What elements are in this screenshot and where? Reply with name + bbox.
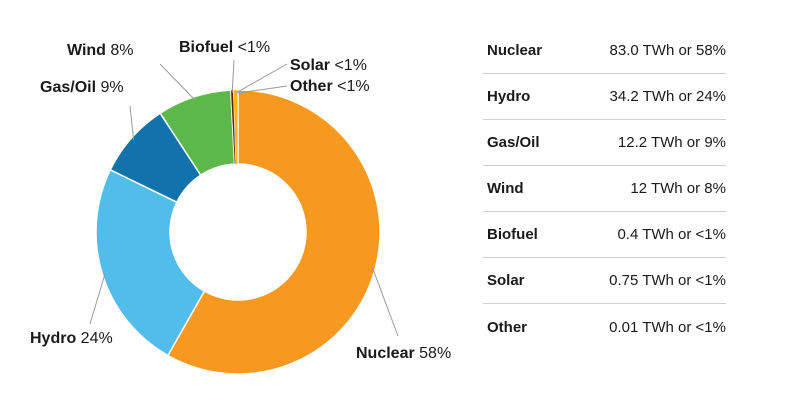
slice-label-nuclear: Nuclear 58%	[356, 345, 451, 362]
table-row-value: 83.0 TWh or 58%	[609, 42, 726, 59]
slice-label-gas-oil: Gas/Oil 9%	[40, 79, 124, 96]
slice-label-solar: Solar <1%	[290, 57, 367, 74]
slice-label-percent: <1%	[330, 57, 367, 74]
table-row-solar: Solar 0.75 TWh or <1%	[483, 258, 726, 304]
table-row-wind: Wind 12 TWh or 8%	[483, 166, 726, 212]
slice-hydro	[95, 168, 206, 357]
slice-label-biofuel: Biofuel <1%	[179, 39, 270, 56]
leader-line-other	[237, 85, 288, 94]
table-row-value: 0.75 TWh or <1%	[609, 272, 726, 289]
slice-label-name: Biofuel	[179, 39, 233, 56]
table-row-name: Solar	[487, 272, 525, 289]
leader-line-biofuel	[231, 59, 235, 94]
table-row-name: Wind	[487, 180, 524, 197]
slice-label-name: Other	[290, 78, 333, 95]
leader-line-hydro	[89, 273, 106, 325]
data-table: Nuclear 83.0 TWh or 58% Hydro 34.2 TWh or 2…	[483, 28, 726, 350]
table-row-value: 12.2 TWh or 9%	[617, 134, 726, 151]
leader-lines	[89, 59, 399, 337]
table-row-value: 0.01 TWh or <1%	[609, 318, 726, 336]
slice-label-percent: 8%	[106, 42, 134, 59]
table-row-name: Nuclear	[487, 42, 543, 59]
leader-line-wind	[159, 63, 196, 101]
slice-label-name: Solar	[290, 57, 330, 74]
slice-label-wind: Wind 8%	[67, 42, 134, 59]
slice-label-name: Nuclear	[356, 345, 415, 362]
slice-label-percent: 24%	[76, 330, 112, 347]
slice-label-name: Wind	[67, 42, 106, 59]
slice-labels: Nuclear 58% Hydro 24% Gas/Oil 9% Wind 8% Bio…	[30, 39, 451, 362]
table-row-name: Other	[487, 318, 528, 336]
slice-label-name: Hydro	[30, 330, 76, 347]
table-row-other: Other 0.01 TWh or <1%	[483, 304, 726, 350]
donut-slices	[95, 89, 381, 375]
slice-label-hydro: Hydro 24%	[30, 330, 113, 347]
table-row-hydro: Hydro 34.2 TWh or 24%	[483, 74, 726, 120]
table-row-nuclear: Nuclear 83.0 TWh or 58%	[483, 28, 726, 74]
table-row-biofuel: Biofuel 0.4 TWh or <1%	[483, 212, 726, 258]
table-row-gas-oil: Gas/Oil 12.2 TWh or 9%	[483, 120, 726, 166]
donut-chart: Nuclear 58% Hydro 24% Gas/Oil 9% Wind 8% Bio…	[30, 39, 451, 375]
table-row-value: 34.2 TWh or 24%	[609, 88, 726, 105]
slice-nuclear	[166, 89, 381, 375]
leader-line-solar	[235, 63, 288, 94]
slice-label-other: Other <1%	[290, 78, 370, 95]
table-row-name: Biofuel	[487, 226, 538, 243]
slice-label-percent: <1%	[233, 39, 270, 56]
table-row-value: 12 TWh or 8%	[630, 180, 726, 197]
slice-label-percent: 58%	[415, 345, 451, 362]
slice-label-percent: <1%	[333, 78, 370, 95]
slice-label-percent: 9%	[96, 79, 124, 96]
table-row-name: Gas/Oil	[487, 134, 540, 151]
table-row-name: Hydro	[487, 88, 531, 105]
table-row-value: 0.4 TWh or <1%	[617, 226, 726, 243]
slice-label-name: Gas/Oil	[40, 79, 96, 96]
leader-line-gas-oil	[129, 105, 135, 141]
leader-line-nuclear	[371, 267, 399, 337]
